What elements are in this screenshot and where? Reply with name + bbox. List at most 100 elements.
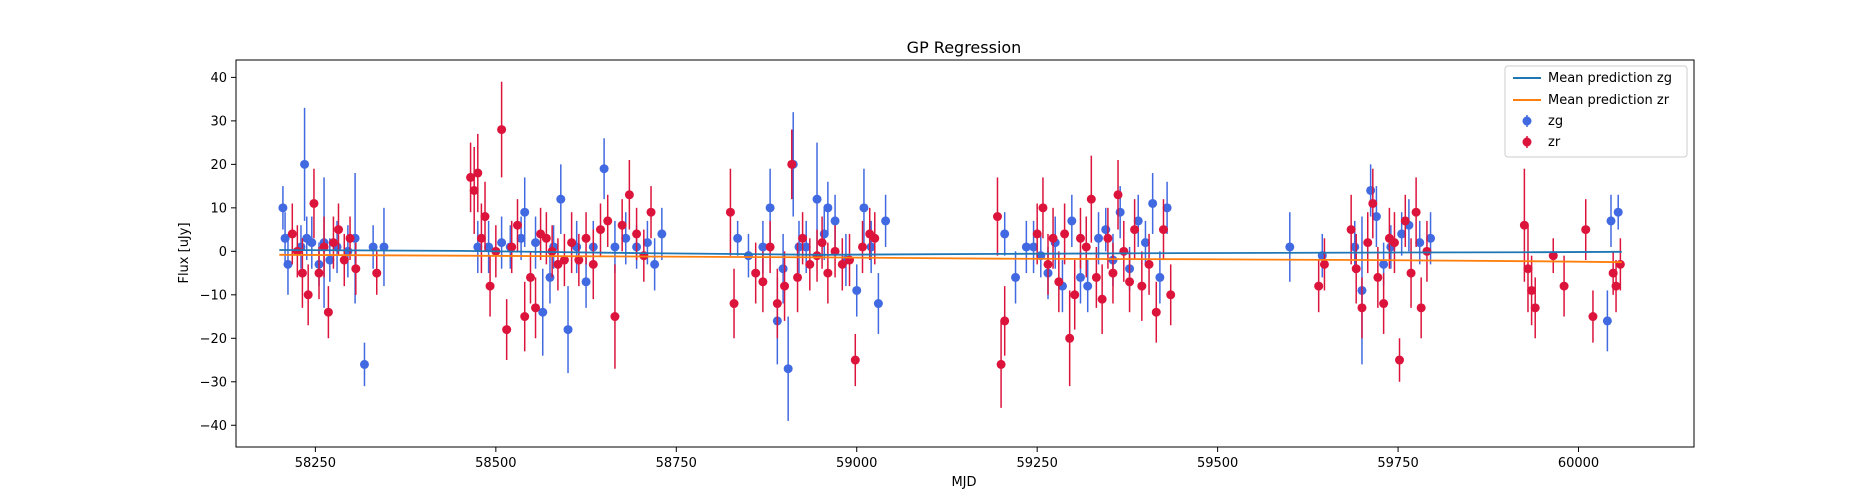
zg-point [812, 194, 822, 204]
zg-point [859, 203, 869, 213]
zr-point [469, 185, 479, 195]
zr-point [823, 268, 833, 278]
zr-point [1130, 225, 1140, 235]
zr-point [1548, 251, 1558, 261]
zr-point [314, 268, 324, 278]
y-tick-label: 10 [210, 201, 227, 216]
chart-title: GP Regression [907, 38, 1022, 57]
zr-point [1615, 259, 1625, 269]
zg-point [1115, 207, 1125, 217]
zr-point [793, 272, 803, 282]
zr-point [497, 125, 507, 135]
zg-point [642, 238, 652, 248]
y-tick-label: 40 [210, 71, 227, 86]
zg-point [538, 307, 548, 317]
zg-point [556, 194, 566, 204]
y-tick-label: −30 [200, 375, 227, 390]
zg-point [1162, 203, 1172, 213]
zg-point [278, 203, 288, 213]
zg-point [325, 255, 335, 265]
zr-point [328, 238, 338, 248]
zr-point [1416, 303, 1426, 313]
zg-point [1083, 281, 1093, 291]
legend-label-mean-zg: Mean prediction zg [1548, 71, 1672, 86]
zr-point [1097, 294, 1107, 304]
zr-point [624, 190, 634, 200]
zr-point [1065, 333, 1075, 343]
y-tick-label: 0 [219, 245, 227, 260]
zg-point [801, 242, 811, 252]
zr-point [725, 207, 735, 217]
zr-point [1314, 281, 1324, 291]
y-tick-label: 30 [210, 114, 227, 129]
zr-point [1086, 194, 1096, 204]
zg-point [1075, 272, 1085, 282]
zr-point [333, 225, 343, 235]
zg-point [1366, 185, 1376, 195]
zr-point [787, 159, 797, 169]
zr-point [1081, 242, 1091, 252]
zr-point [1158, 225, 1168, 235]
x-tick-label: 58750 [656, 456, 697, 471]
zr-point [817, 238, 827, 248]
zr-point [1075, 233, 1085, 243]
zr-point [297, 268, 307, 278]
zr-point [1523, 264, 1533, 274]
zr-point [525, 272, 535, 282]
zg-point [1426, 233, 1436, 243]
zr-point [758, 277, 768, 287]
zr-point [1125, 277, 1135, 287]
zr-point [287, 229, 297, 239]
y-tick-label: −40 [200, 419, 227, 434]
x-tick-label: 59750 [1377, 456, 1418, 471]
zg-point [758, 242, 768, 252]
zr-point [559, 255, 569, 265]
zr-point [830, 246, 840, 256]
x-tick-label: 60000 [1558, 456, 1599, 471]
zg-point [621, 233, 631, 243]
zr-point [751, 268, 761, 278]
zg-point [581, 277, 591, 287]
x-tick-label: 59500 [1197, 456, 1238, 471]
zg-point [1021, 242, 1031, 252]
zr-point [1357, 303, 1367, 313]
zr-point [780, 281, 790, 291]
x-axis-ticks: 58250 58500 58750 59000 59250 59500 59750 60000 [295, 447, 1599, 471]
zr-point [850, 355, 860, 365]
zg-point [1133, 216, 1143, 226]
zr-point [351, 264, 361, 274]
zr-point [632, 229, 642, 239]
x-tick-label: 58500 [475, 456, 516, 471]
zg-point [1148, 198, 1158, 208]
zr-point [996, 359, 1006, 369]
zr-point [858, 242, 868, 252]
zg-point [823, 203, 833, 213]
zg-point [1155, 272, 1165, 282]
zr-point [476, 233, 486, 243]
zr-point [1151, 307, 1161, 317]
zg-point [610, 242, 620, 252]
zr-point [292, 246, 302, 256]
zg-point [852, 285, 862, 295]
zr-point [646, 207, 656, 217]
zr-point [1611, 281, 1621, 291]
mean-line-zg [279, 249, 1622, 256]
zr-point [480, 212, 490, 222]
y-axis-ticks: −40 −30 −20 −10 0 10 20 30 40 [200, 71, 236, 434]
zr-point [1379, 299, 1389, 309]
zr-point [466, 172, 476, 182]
zr-point [798, 233, 808, 243]
zr-point [1054, 277, 1064, 287]
legend: Mean prediction zg Mean prediction zr zg… [1504, 65, 1688, 158]
zg-point [1011, 272, 1021, 282]
zr-point [339, 255, 349, 265]
zr-point [372, 268, 382, 278]
zg-point [881, 216, 891, 226]
zr-point [502, 325, 512, 335]
zr-point [1530, 303, 1540, 313]
y-tick-label: −10 [200, 288, 227, 303]
zr-point [1113, 190, 1123, 200]
zr-point [603, 216, 613, 226]
zr-point [1395, 355, 1405, 365]
